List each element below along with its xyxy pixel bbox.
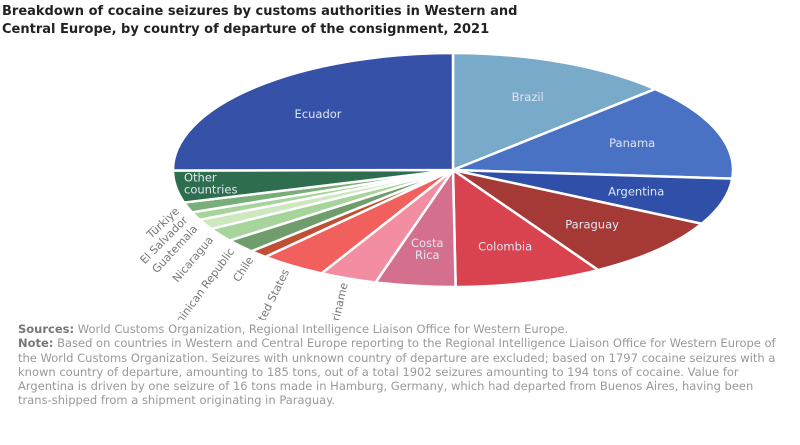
sources-label: Sources: [18,322,75,336]
slice-label: Other countries [184,171,237,197]
pie-slice-panama [452,87,735,180]
slice-label: Suriname [326,281,350,320]
title-line-2: Central Europe, by country of departure … [2,22,490,37]
slice-label: Brazil [512,90,544,104]
slice-label: Ecuador [295,107,342,121]
slice-label: Argentina [608,185,664,199]
title-line-1: Breakdown of cocaine seizures by customs… [2,4,518,19]
chart-notes: Sources: World Customs Organization, Reg… [18,322,788,408]
slice-label: Chile [230,254,256,284]
slice-label: Colombia [478,240,532,254]
sources-text: World Customs Organization, Regional Int… [77,322,569,336]
pie-slice-colombia [451,167,602,289]
note: Note: Based on countries in Western and … [18,336,788,407]
note-label: Note: [18,336,54,351]
slice-label: Costa Rica [411,236,444,262]
pie-chart: Brazil Panama Argentina Paraguay Colombia Cos… [138,51,735,320]
slice-label: Panama [609,136,655,150]
chart-title: Breakdown of cocaine seizures by customs… [2,3,792,39]
slice-label: United States [248,267,293,320]
sources: Sources: World Customs Organization, Reg… [18,322,788,336]
note-text: Based on countries in Western and Centra… [18,336,776,408]
pie-slice-ecuador [171,51,455,172]
pie-slice-paraguay [452,168,705,272]
pie-slice-brazil [451,51,659,172]
slice-label: Paraguay [565,217,619,231]
